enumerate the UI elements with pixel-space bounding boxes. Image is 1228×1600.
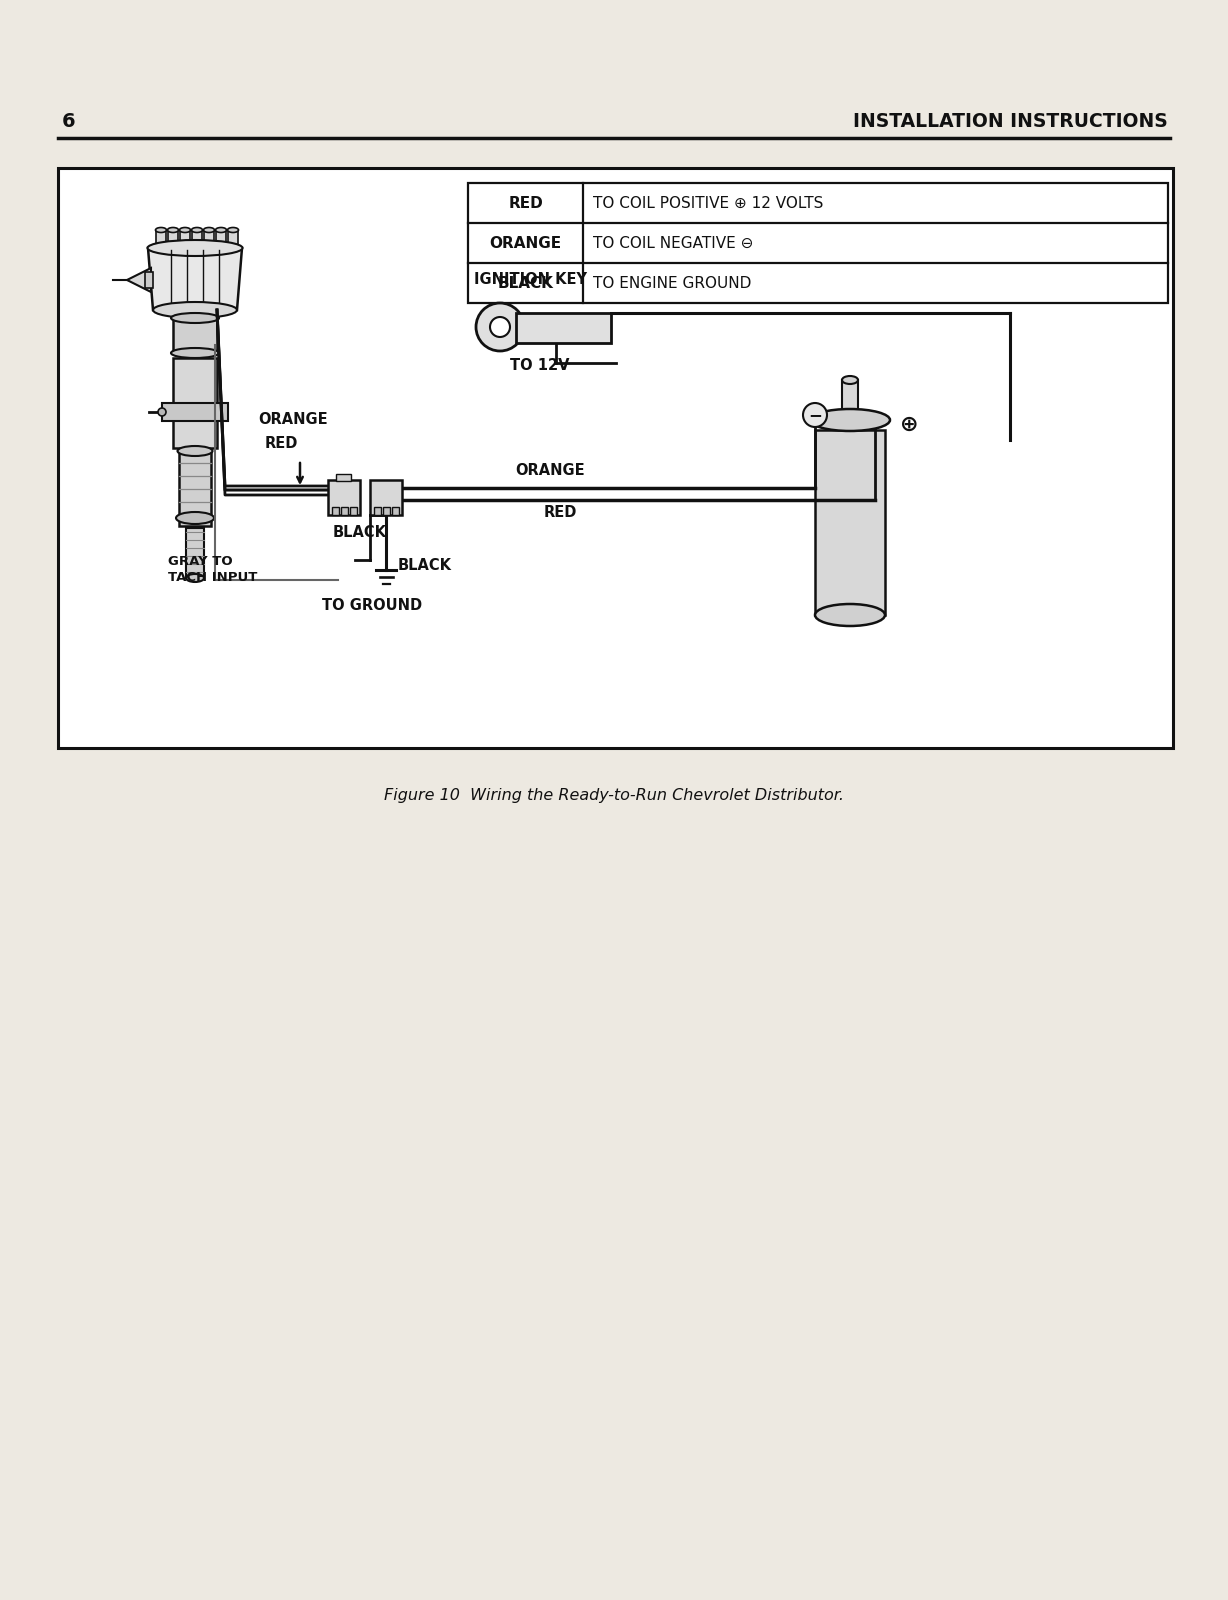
- Ellipse shape: [204, 227, 215, 232]
- Bar: [185, 528, 204, 578]
- Text: TO COIL POSITIVE ⊕ 12 VOLTS: TO COIL POSITIVE ⊕ 12 VOLTS: [593, 195, 824, 211]
- Bar: [516, 314, 612, 342]
- Ellipse shape: [815, 603, 885, 626]
- Bar: [156, 230, 166, 248]
- Text: BLACK: BLACK: [398, 557, 452, 573]
- Bar: [179, 451, 211, 526]
- Bar: [192, 230, 201, 248]
- Bar: [168, 230, 178, 248]
- Ellipse shape: [154, 302, 237, 318]
- Bar: [332, 507, 339, 515]
- Text: INSTALLATION INSTRUCTIONS: INSTALLATION INSTRUCTIONS: [853, 112, 1168, 131]
- Ellipse shape: [810, 410, 890, 430]
- Circle shape: [476, 302, 524, 350]
- Bar: [370, 480, 402, 515]
- Polygon shape: [149, 248, 242, 310]
- Bar: [392, 507, 399, 515]
- Bar: [162, 403, 228, 421]
- Text: TO ENGINE GROUND: TO ENGINE GROUND: [593, 275, 752, 291]
- Text: 6: 6: [61, 112, 76, 131]
- Text: BLACK: BLACK: [497, 275, 554, 291]
- Text: TO 12V: TO 12V: [510, 357, 570, 373]
- Bar: [145, 272, 154, 288]
- Ellipse shape: [156, 227, 167, 232]
- Ellipse shape: [227, 227, 238, 232]
- Bar: [815, 430, 885, 614]
- Circle shape: [158, 408, 166, 416]
- Ellipse shape: [192, 227, 203, 232]
- Ellipse shape: [178, 446, 212, 456]
- Circle shape: [490, 317, 510, 338]
- Ellipse shape: [842, 376, 858, 384]
- Ellipse shape: [185, 574, 204, 582]
- Bar: [468, 182, 1168, 302]
- Circle shape: [803, 403, 826, 427]
- Bar: [228, 230, 238, 248]
- Text: ORANGE: ORANGE: [516, 462, 585, 478]
- Bar: [350, 507, 357, 515]
- Ellipse shape: [167, 227, 178, 232]
- Bar: [842, 379, 858, 430]
- Text: BLACK: BLACK: [333, 525, 387, 541]
- Ellipse shape: [176, 512, 214, 525]
- Polygon shape: [126, 267, 151, 291]
- Text: RED: RED: [265, 435, 298, 451]
- Text: Figure 10  Wiring the Ready-to-Run Chevrolet Distributor.: Figure 10 Wiring the Ready-to-Run Chevro…: [384, 787, 844, 803]
- Text: ⊕: ⊕: [900, 414, 919, 435]
- Bar: [181, 230, 190, 248]
- Ellipse shape: [171, 314, 219, 323]
- Ellipse shape: [179, 227, 190, 232]
- Text: IGNITION KEY: IGNITION KEY: [474, 272, 587, 286]
- Ellipse shape: [147, 240, 242, 256]
- Bar: [341, 507, 348, 515]
- Text: ORANGE: ORANGE: [258, 413, 328, 427]
- Bar: [173, 358, 217, 448]
- Ellipse shape: [215, 227, 226, 232]
- Bar: [336, 474, 351, 482]
- Bar: [328, 480, 360, 515]
- Bar: [58, 168, 1173, 749]
- Bar: [204, 230, 214, 248]
- Text: RED: RED: [543, 506, 577, 520]
- Text: GRAY TO
TACH INPUT: GRAY TO TACH INPUT: [168, 555, 258, 584]
- Text: TO COIL NEGATIVE ⊖: TO COIL NEGATIVE ⊖: [593, 235, 753, 251]
- Bar: [216, 230, 226, 248]
- Text: ORANGE: ORANGE: [490, 235, 561, 251]
- Text: RED: RED: [508, 195, 543, 211]
- Text: −: −: [808, 406, 822, 424]
- Bar: [173, 318, 217, 354]
- Bar: [375, 507, 381, 515]
- Text: TO GROUND: TO GROUND: [322, 598, 422, 613]
- Ellipse shape: [171, 349, 219, 358]
- Bar: [383, 507, 391, 515]
